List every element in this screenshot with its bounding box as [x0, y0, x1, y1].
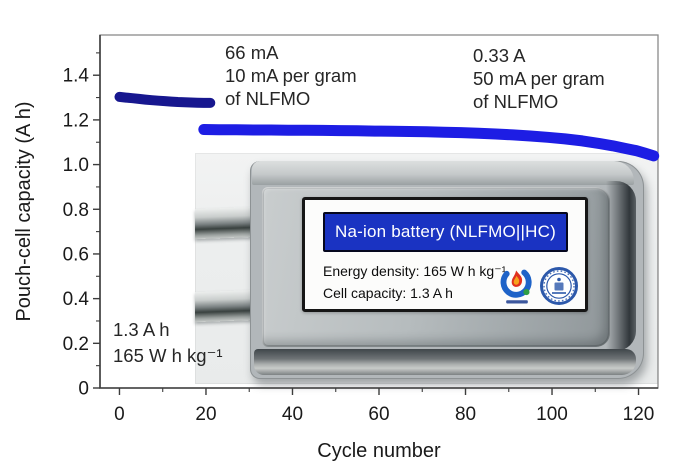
pouch-cell-battery: Na-ion battery (NLFMO||HC) Energy densit…	[250, 161, 644, 379]
x-tick-label: 120	[623, 404, 655, 425]
annotation-line: of NLFMO	[225, 88, 311, 109]
data-series-2	[198, 124, 660, 162]
x-tick-label: 40	[282, 404, 303, 425]
battery-label-card: Na-ion battery (NLFMO||HC) Energy densit…	[302, 197, 588, 312]
annotation-line: 1.3 A h	[113, 319, 170, 340]
x-tick-label: 60	[368, 404, 389, 425]
battery-label-title: Na-ion battery (NLFMO||HC)	[335, 222, 556, 241]
y-tick-label: 1.0	[63, 155, 89, 176]
x-tick-label: 0	[114, 404, 125, 425]
y-tick-label: 1.4	[63, 66, 90, 87]
battery-right-edge	[606, 181, 636, 351]
university-seal-logo-icon	[540, 267, 578, 305]
y-tick-label: 0.8	[63, 200, 89, 221]
x-tick-label: 80	[455, 404, 476, 425]
y-tick-label: 0.4	[63, 289, 90, 310]
y-axis-label: Pouch-cell capacity (A h)	[13, 101, 35, 321]
annotation-line: 50 mA per gram	[473, 68, 605, 89]
y-tick-label: 1.2	[63, 110, 89, 131]
annotation-cell-capacity: 1.3 A h 165 W h kg⁻¹	[113, 317, 223, 369]
battery-label-banner: Na-ion battery (NLFMO||HC)	[323, 212, 568, 252]
annotation-rate-stage1: 66 mA 10 mA per gram of NLFMO	[225, 41, 357, 110]
y-tick-label: 0	[78, 379, 89, 400]
pouch-cell-photo: Na-ion battery (NLFMO||HC) Energy densit…	[195, 153, 658, 384]
battery-bottom-crimp	[254, 349, 636, 375]
annotation-rate-stage2: 0.33 A 50 mA per gram of NLFMO	[473, 44, 605, 113]
annotation-line: 66 mA	[225, 42, 279, 63]
y-tick-label: 0.2	[63, 334, 89, 355]
data-series-1	[114, 91, 216, 108]
x-tick-label: 20	[195, 404, 216, 425]
y-tick-label: 0.6	[63, 244, 89, 265]
annotation-line: 165 W h kg⁻¹	[113, 345, 223, 366]
annotation-line: 10 mA per gram	[225, 65, 357, 86]
flame-drop-logo-icon	[500, 266, 532, 304]
x-axis-label: Cycle number	[317, 440, 441, 462]
x-tick-label: 100	[536, 404, 568, 425]
annotation-line: 0.33 A	[473, 45, 526, 66]
annotation-line: of NLFMO	[473, 91, 559, 112]
logo-group	[499, 262, 579, 306]
battery-top-fold	[252, 161, 634, 185]
